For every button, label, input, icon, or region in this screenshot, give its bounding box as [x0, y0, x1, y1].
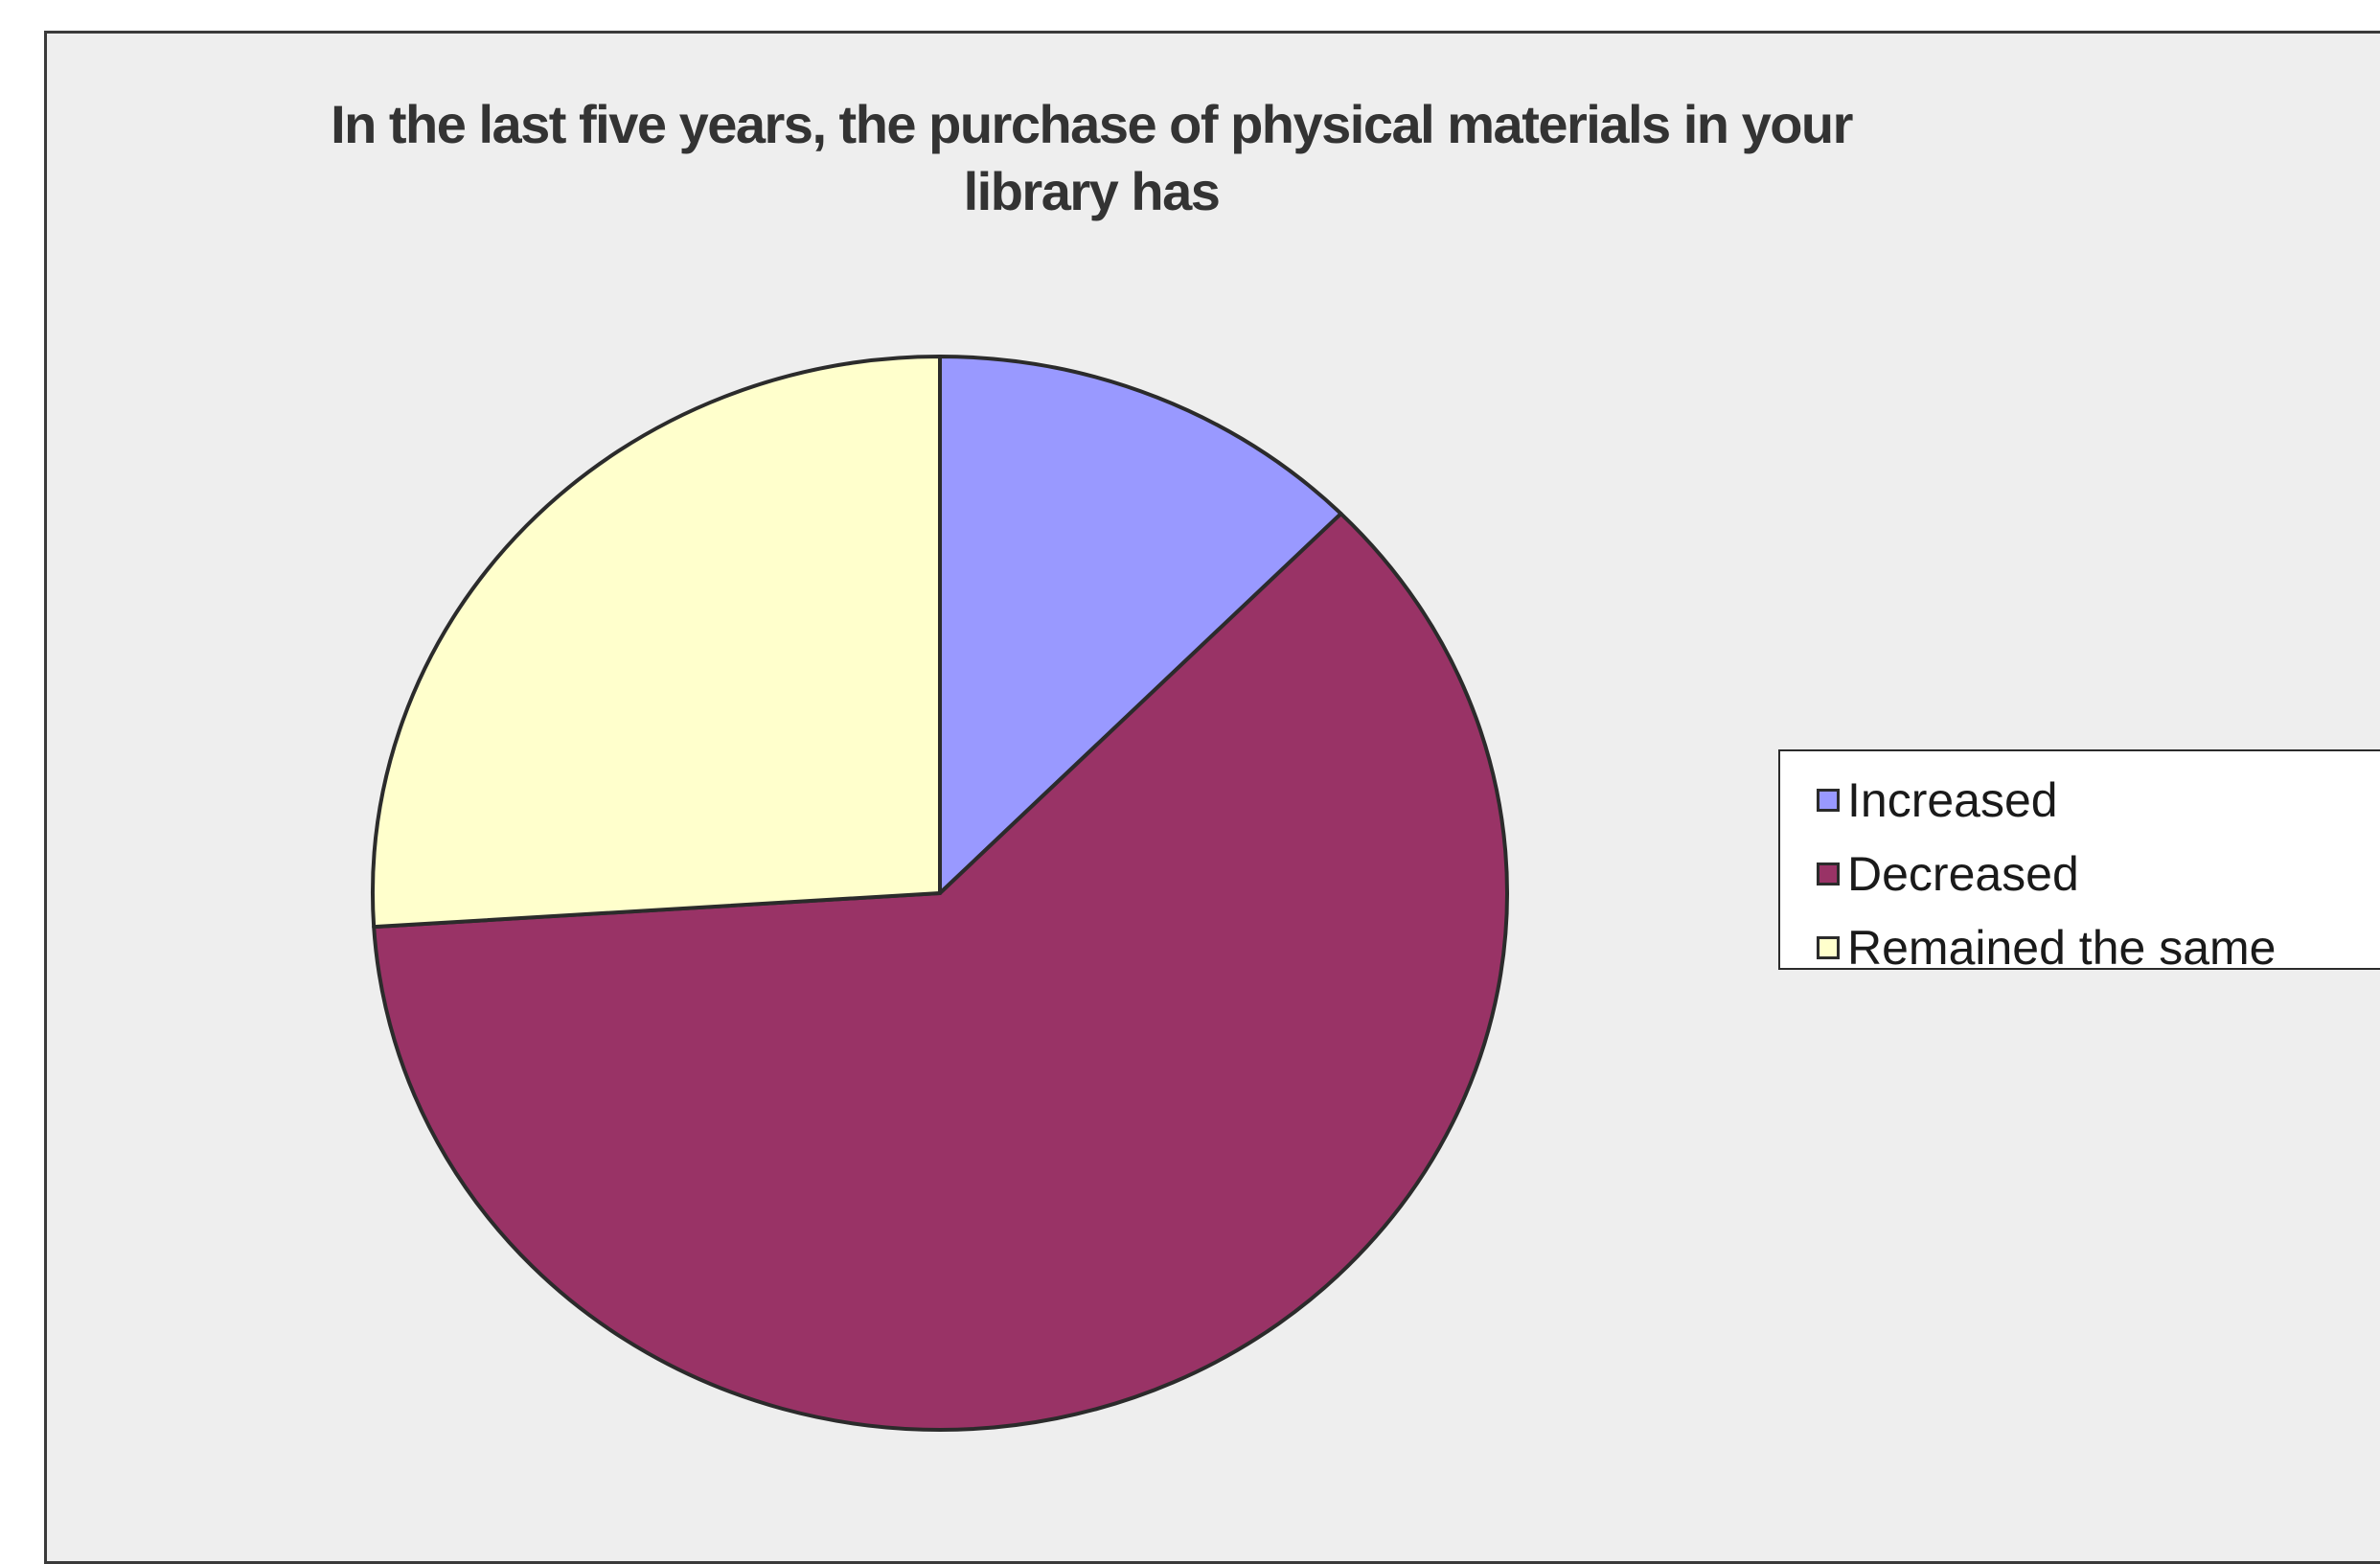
legend-item-decreased: Decreased — [1780, 837, 2380, 910]
pie-chart — [371, 355, 1510, 1432]
legend-swatch-remained-the-same — [1817, 935, 1840, 959]
legend-item-increased: Increased — [1780, 763, 2380, 837]
pie-slice-remained-the-same — [371, 355, 942, 930]
chart-title-line-2: library has — [963, 161, 1221, 221]
legend-swatch-increased — [1817, 788, 1840, 812]
legend: Increased Decreased Remained the same — [1778, 749, 2380, 975]
legend-label-increased: Increased — [1847, 772, 2058, 827]
legend-swatch-decreased — [1817, 862, 1840, 886]
legend-label-remained-the-same: Remained the same — [1847, 920, 2277, 975]
pie-slice-increased — [938, 355, 1343, 895]
pie-slice-decreased — [372, 512, 1510, 1432]
pie-slices — [371, 355, 1510, 1432]
chart-title-line-1: In the last five years, the purchase of … — [331, 94, 1853, 154]
legend-label-decreased: Decreased — [1847, 846, 2079, 901]
chart-title: In the last five years, the purchase of … — [239, 91, 1944, 225]
legend-item-remained-the-same: Remained the same — [1780, 910, 2380, 984]
